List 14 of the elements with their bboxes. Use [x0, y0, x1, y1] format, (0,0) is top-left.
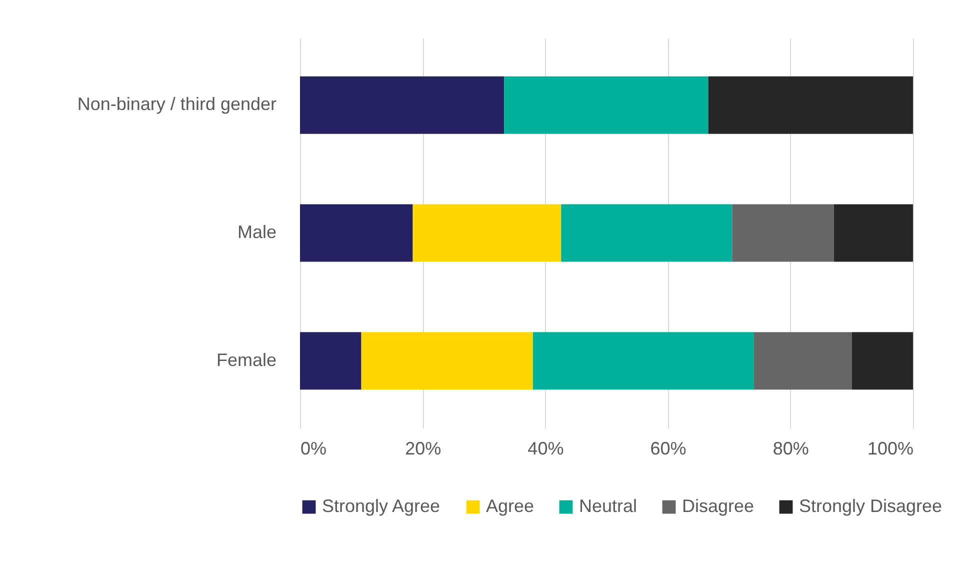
y-tick-label: Female: [216, 350, 276, 370]
x-tick-label: 100%: [867, 438, 914, 458]
legend-label: Strongly Agree: [322, 496, 440, 516]
x-tick-label: 40%: [528, 438, 564, 458]
legend-label: Agree: [486, 496, 534, 516]
x-tick-label: 0%: [300, 438, 327, 458]
y-tick-label: Non-binary / third gender: [77, 94, 277, 114]
x-tick-label: 60%: [650, 438, 686, 458]
legend-label: Neutral: [579, 496, 638, 516]
legend-label: Disagree: [682, 496, 754, 516]
x-tick-label: 20%: [405, 438, 442, 458]
x-tick-label: 80%: [772, 438, 809, 458]
legend-label: Strongly Disagree: [799, 496, 942, 516]
y-tick-label: Male: [237, 222, 276, 242]
